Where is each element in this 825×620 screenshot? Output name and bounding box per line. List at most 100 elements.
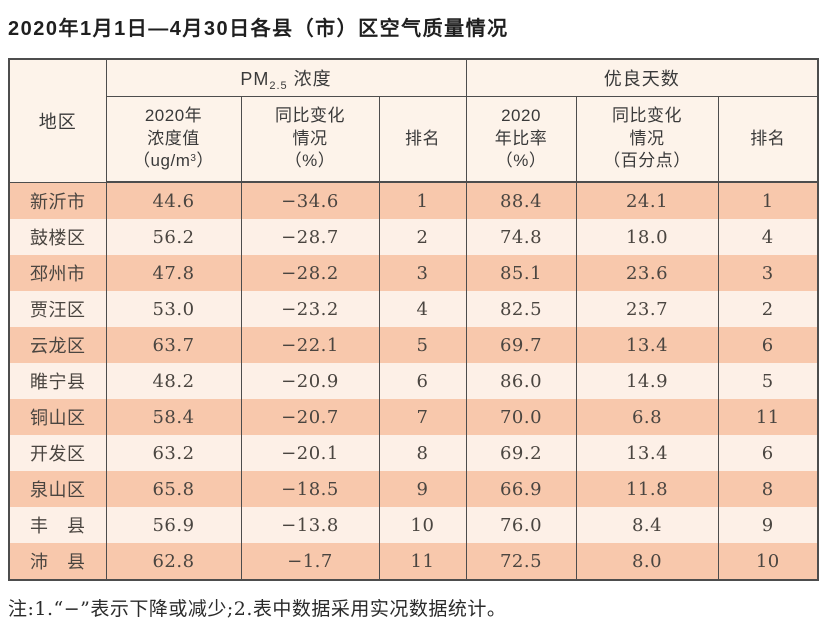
- cell-pm25-value: 63.7: [105, 327, 242, 363]
- cell-good-rate: 88.4: [465, 182, 577, 219]
- table-row: 沛 县 62.8 −1.7 11 72.5 8.0 10: [8, 543, 819, 580]
- table-row: 铜山区 58.4 −20.7 7 70.0 6.8 11: [8, 399, 819, 435]
- header-pm25-group: PM2.5 浓度: [105, 58, 467, 97]
- header-region: 地区: [8, 58, 107, 183]
- header-group-row: 地区 PM2.5 浓度 优良天数: [8, 58, 819, 183]
- cell-pm25-change: −20.9: [240, 363, 380, 399]
- cell-pm25-rank: 7: [378, 399, 467, 435]
- cell-good-rate: 70.0: [465, 399, 577, 435]
- cell-pm25-value: 58.4: [105, 399, 242, 435]
- cell-pm25-change: −22.1: [240, 327, 380, 363]
- cell-good-change: 11.8: [575, 471, 719, 507]
- cell-pm25-value: 47.8: [105, 255, 242, 291]
- cell-region: 开发区: [8, 435, 107, 471]
- cell-good-rate: 74.8: [465, 219, 577, 255]
- cell-good-change: 8.4: [575, 507, 719, 543]
- cell-region: 沛 县: [8, 543, 107, 580]
- table-row: 开发区 63.2 −20.1 8 69.2 13.4 6: [8, 435, 819, 471]
- table-body: 新沂市 44.6 −34.6 1 88.4 24.1 1 鼓楼区 56.2 −28.7 2 74.8 1…: [8, 182, 819, 580]
- unit-suffix: ）: [196, 151, 214, 171]
- cell-good-rank: 4: [717, 219, 819, 255]
- cell-good-rank: 6: [717, 327, 819, 363]
- cell-good-change: 8.0: [575, 543, 719, 580]
- cell-pm25-rank: 10: [378, 507, 467, 543]
- cell-pm25-value: 65.8: [105, 471, 242, 507]
- cell-region: 云龙区: [8, 327, 107, 363]
- table-row: 泉山区 65.8 −18.5 9 66.9 11.8 8: [8, 471, 819, 507]
- unit-prefix: （ug/m: [133, 151, 191, 171]
- cell-region: 鼓楼区: [8, 219, 107, 255]
- cell-good-change: 23.6: [575, 255, 719, 291]
- cell-pm25-change: −28.7: [240, 219, 380, 255]
- cell-good-rate: 85.1: [465, 255, 577, 291]
- cell-pm25-rank: 3: [378, 255, 467, 291]
- header-pm25-value-lines: 2020年 浓度值: [144, 106, 203, 148]
- pm25-label-prefix: PM: [240, 68, 270, 89]
- cell-pm25-value: 53.0: [105, 291, 242, 327]
- cell-pm25-rank: 11: [378, 543, 467, 580]
- cell-pm25-change: −13.8: [240, 507, 380, 543]
- header-sub-row: 2020年 浓度值 （ug/m3） 同比变化 情况 （%） 排名 2020 年比…: [9, 96, 819, 183]
- header-good-change: 同比变化 情况 （百分点）: [575, 96, 719, 183]
- cell-pm25-rank: 5: [378, 327, 467, 363]
- cell-good-rate: 76.0: [465, 507, 577, 543]
- header-pm25-change: 同比变化 情况 （%）: [240, 96, 380, 183]
- cell-good-change: 6.8: [575, 399, 719, 435]
- cell-good-rate: 86.0: [465, 363, 577, 399]
- cell-pm25-change: −23.2: [240, 291, 380, 327]
- cell-good-rank: 2: [717, 291, 819, 327]
- table-row: 新沂市 44.6 −34.6 1 88.4 24.1 1: [8, 182, 819, 219]
- cell-pm25-change: −34.6: [240, 182, 380, 219]
- cell-region: 泉山区: [8, 471, 107, 507]
- cell-good-rank: 10: [717, 543, 819, 580]
- cell-pm25-change: −1.7: [240, 543, 380, 580]
- cell-good-rate: 69.2: [465, 435, 577, 471]
- cell-pm25-value: 62.8: [105, 543, 242, 580]
- cell-pm25-rank: 6: [378, 363, 467, 399]
- cell-region: 邳州市: [8, 255, 107, 291]
- cell-pm25-value: 63.2: [105, 435, 242, 471]
- cell-pm25-change: −20.1: [240, 435, 380, 471]
- cell-good-rank: 11: [717, 399, 819, 435]
- header-good-rank: 排名: [717, 96, 819, 183]
- footnote: 注:1.“−”表示下降或减少;2.表中数据采用实况数据统计。: [8, 598, 507, 620]
- cell-good-rank: 3: [717, 255, 819, 291]
- cell-pm25-change: −28.2: [240, 255, 380, 291]
- cell-pm25-value: 56.2: [105, 219, 242, 255]
- table-row: 鼓楼区 56.2 −28.7 2 74.8 18.0 4: [8, 219, 819, 255]
- cell-pm25-change: −18.5: [240, 471, 380, 507]
- cell-region: 贾汪区: [8, 291, 107, 327]
- cell-good-rank: 9: [717, 507, 819, 543]
- cell-pm25-rank: 1: [378, 182, 467, 219]
- header-pm25-rank: 排名: [378, 96, 467, 183]
- cell-good-rank: 1: [717, 182, 819, 219]
- cell-good-rate: 72.5: [465, 543, 577, 580]
- cell-pm25-rank: 8: [378, 435, 467, 471]
- cell-good-rank: 8: [717, 471, 819, 507]
- header-pm25-value: 2020年 浓度值 （ug/m3）: [105, 96, 242, 183]
- header-pm25-value-unit: （ug/m3）: [107, 150, 240, 172]
- cell-pm25-rank: 2: [378, 219, 467, 255]
- unit-superscript: 3: [190, 153, 197, 165]
- cell-good-change: 23.7: [575, 291, 719, 327]
- cell-good-change: 13.4: [575, 327, 719, 363]
- table-header: 地区 PM2.5 浓度 优良天数 2020年 浓度值 （ug/m3） 同比变化 …: [8, 58, 819, 183]
- cell-pm25-value: 48.2: [105, 363, 242, 399]
- cell-good-rate: 82.5: [465, 291, 577, 327]
- table-row: 丰 县 56.9 −13.8 10 76.0 8.4 9: [8, 507, 819, 543]
- cell-region: 新沂市: [8, 182, 107, 219]
- cell-good-change: 24.1: [575, 182, 719, 219]
- page-title: 2020年1月1日—4月30日各县（市）区空气质量情况: [8, 18, 509, 40]
- cell-good-change: 14.9: [575, 363, 719, 399]
- cell-pm25-value: 56.9: [105, 507, 242, 543]
- cell-pm25-change: −20.7: [240, 399, 380, 435]
- table-row: 贾汪区 53.0 −23.2 4 82.5 23.7 2: [8, 291, 819, 327]
- cell-pm25-rank: 4: [378, 291, 467, 327]
- pm25-label-subscript: 2.5: [269, 79, 288, 92]
- table-row: 睢宁县 48.2 −20.9 6 86.0 14.9 5: [8, 363, 819, 399]
- cell-good-rank: 5: [717, 363, 819, 399]
- header-good-days-group: 优良天数: [465, 58, 819, 97]
- cell-pm25-value: 44.6: [105, 182, 242, 219]
- cell-region: 睢宁县: [8, 363, 107, 399]
